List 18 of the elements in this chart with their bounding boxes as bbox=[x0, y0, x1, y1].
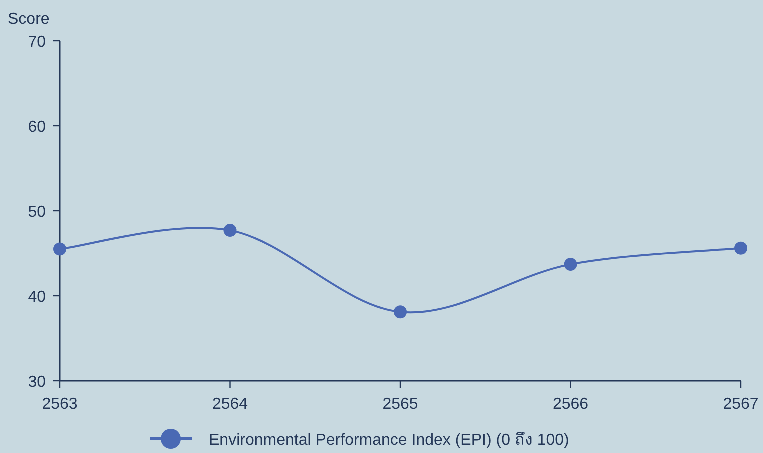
x-tick-label: 2563 bbox=[42, 396, 78, 413]
y-tick-label: 70 bbox=[28, 34, 46, 51]
y-tick-label: 60 bbox=[28, 119, 46, 136]
y-title: Score bbox=[8, 11, 50, 28]
x-tick-label: 2567 bbox=[723, 396, 759, 413]
point bbox=[54, 242, 66, 256]
x-tick-label: 2566 bbox=[552, 396, 589, 413]
y-tick-label: 30 bbox=[28, 374, 46, 391]
x-tick-label: 2565 bbox=[382, 396, 418, 413]
x-tick-label: 2564 bbox=[212, 396, 248, 413]
point bbox=[394, 306, 407, 319]
point bbox=[564, 258, 578, 272]
legend-label: Environmental Performance Index (EPI) (0 ถึง 100) bbox=[209, 432, 570, 449]
legend: Environmental Performance Index (EPI) (0 ถึง 100) bbox=[150, 429, 570, 449]
y-tick-label: 40 bbox=[28, 289, 46, 306]
point bbox=[224, 224, 237, 238]
point bbox=[734, 242, 748, 255]
y-tick-label: 50 bbox=[28, 204, 46, 221]
